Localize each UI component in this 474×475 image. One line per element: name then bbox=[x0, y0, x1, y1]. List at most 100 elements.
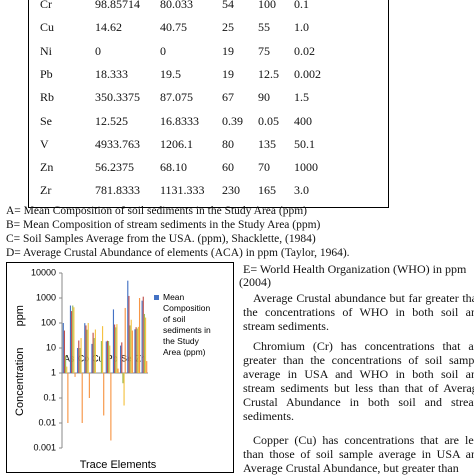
x-axis-title: Trace Elements bbox=[80, 459, 157, 471]
value-cell: 50.1 bbox=[294, 136, 315, 151]
bar bbox=[67, 373, 69, 423]
y-tick-label: 100 bbox=[41, 317, 56, 327]
bar bbox=[73, 307, 75, 373]
value-cell: 1000 bbox=[294, 160, 318, 175]
bar bbox=[106, 340, 109, 373]
value-cell: 68.10 bbox=[160, 160, 187, 175]
element-cell: Se bbox=[40, 113, 52, 128]
value-cell: 781.8333 bbox=[95, 183, 140, 198]
value-cell: 87.075 bbox=[160, 90, 193, 105]
bar bbox=[62, 323, 64, 373]
bar bbox=[78, 340, 80, 373]
bar bbox=[112, 309, 115, 373]
element-cell: V bbox=[40, 136, 49, 151]
y-tick-label: 1 bbox=[51, 367, 56, 377]
bar bbox=[121, 342, 123, 373]
x-tick-label: Se bbox=[121, 353, 132, 363]
x-tick-label: As bbox=[64, 353, 75, 363]
bar bbox=[109, 345, 111, 373]
bar bbox=[124, 307, 126, 373]
bar bbox=[110, 373, 112, 441]
bar bbox=[117, 368, 119, 373]
caption: A= Mean Composition of soil sediments in… bbox=[6, 205, 307, 217]
value-cell: 1206.1 bbox=[160, 136, 193, 151]
bar bbox=[135, 327, 137, 373]
value-cell: 19 bbox=[222, 66, 234, 81]
value-cell: 14.62 bbox=[95, 20, 122, 35]
value-cell: 12.525 bbox=[95, 113, 128, 128]
bar bbox=[129, 325, 131, 373]
element-cell: Zr bbox=[40, 183, 52, 198]
y-tick-label: 10 bbox=[46, 342, 56, 352]
bar bbox=[101, 326, 104, 373]
element-cell: Zn bbox=[40, 160, 54, 175]
value-cell: 1.0 bbox=[294, 20, 309, 35]
value-cell: 25 bbox=[222, 20, 234, 35]
value-cell: 16.8333 bbox=[160, 113, 199, 128]
bar bbox=[105, 341, 107, 373]
bar bbox=[127, 280, 129, 373]
x-tick-label: Co bbox=[78, 353, 90, 363]
bar bbox=[87, 323, 89, 373]
bar bbox=[115, 327, 117, 373]
value-cell: 0.05 bbox=[258, 113, 279, 128]
element-cell: Cu bbox=[40, 20, 55, 35]
bar bbox=[134, 329, 136, 373]
side-note-line: (2004) bbox=[239, 275, 271, 289]
bar bbox=[93, 338, 95, 373]
legend-swatch bbox=[154, 295, 159, 300]
value-cell: 19.5 bbox=[160, 66, 181, 81]
bar bbox=[86, 329, 88, 373]
bar bbox=[79, 348, 81, 373]
value-cell: 4933.763 bbox=[95, 136, 140, 151]
table-border-bottom bbox=[28, 207, 389, 208]
value-cell: 0.1 bbox=[294, 0, 309, 11]
caption: C= Soil Samples Average from the USA. (p… bbox=[6, 233, 316, 245]
bar bbox=[94, 329, 96, 373]
value-cell: 56.2375 bbox=[95, 160, 134, 175]
figure-frame bbox=[6, 262, 234, 473]
bar bbox=[81, 373, 83, 423]
y-axis-title: Concentration ppm bbox=[14, 305, 26, 416]
caption: B= Mean Composition of stream sediments … bbox=[6, 219, 321, 231]
value-cell: 80 bbox=[222, 136, 234, 151]
bar bbox=[84, 323, 86, 373]
bar bbox=[144, 317, 147, 373]
bar bbox=[100, 341, 102, 373]
x-tick-label: Cu bbox=[92, 353, 104, 363]
value-cell: 0.02 bbox=[294, 43, 315, 58]
table-border-right bbox=[388, 0, 389, 208]
bar bbox=[66, 366, 68, 373]
value-cell: 0.002 bbox=[294, 66, 321, 81]
value-cell: 90 bbox=[258, 90, 270, 105]
value-cell: 54 bbox=[222, 0, 234, 11]
x-tick-label: Pb bbox=[107, 353, 118, 363]
bar bbox=[143, 313, 145, 373]
y-tick-label: 0.01 bbox=[38, 417, 56, 427]
paragraph: Copper (Cu) has concentrations that are … bbox=[243, 433, 474, 475]
value-cell: 400 bbox=[294, 113, 312, 128]
value-cell: 98.85714 bbox=[95, 0, 140, 11]
bar bbox=[74, 373, 76, 377]
x-tick-label: Zn bbox=[136, 353, 147, 363]
bar bbox=[108, 341, 110, 373]
y-tick-label: 0.1 bbox=[43, 392, 56, 402]
bar bbox=[120, 345, 122, 373]
value-cell: 1131.333 bbox=[160, 183, 205, 198]
value-cell: 350.3375 bbox=[95, 90, 140, 105]
value-cell: 0.39 bbox=[222, 113, 243, 128]
value-cell: 230 bbox=[222, 183, 240, 198]
element-cell: Ni bbox=[40, 43, 52, 58]
bar bbox=[85, 325, 87, 373]
bar bbox=[72, 305, 74, 373]
bar bbox=[91, 343, 93, 373]
y-tick-label: 10000 bbox=[31, 267, 56, 277]
bar bbox=[131, 330, 133, 373]
element-cell: Rb bbox=[40, 90, 55, 105]
value-cell: 100 bbox=[258, 0, 276, 11]
paragraph: Chromium (Cr) has concentrations that ar… bbox=[243, 339, 474, 423]
value-cell: 70 bbox=[258, 160, 270, 175]
side-note-line: E= World Health Organization (WHO) in pp… bbox=[243, 262, 467, 276]
y-tick-label: 0.001 bbox=[33, 442, 56, 452]
value-cell: 1.5 bbox=[294, 90, 309, 105]
